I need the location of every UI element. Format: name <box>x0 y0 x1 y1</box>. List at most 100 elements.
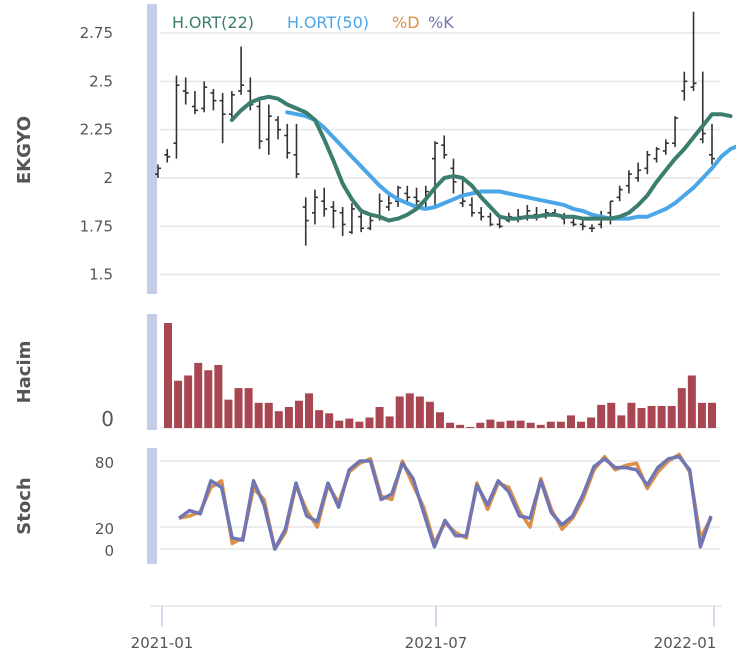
ohlc-bar <box>496 218 503 229</box>
ohlc-bar <box>635 162 642 182</box>
volume-bar <box>325 413 334 428</box>
axis-band <box>147 314 157 430</box>
grid-layer <box>160 32 720 550</box>
volume-bar <box>244 388 253 428</box>
moving-average-layer <box>229 94 736 223</box>
price-y-tick-label: 2 <box>103 169 113 187</box>
volume-bar <box>375 407 384 428</box>
volume-bar <box>214 365 223 428</box>
axis-band <box>147 4 157 294</box>
volume-bar <box>254 402 263 428</box>
ohlc-bar <box>690 11 697 91</box>
volume-bar <box>365 417 374 428</box>
volume-ylabel: Hacim <box>14 341 35 404</box>
volume-bar <box>164 323 172 428</box>
volume-series <box>164 323 716 428</box>
ohlc-bar <box>201 81 208 113</box>
ohlc-bar <box>173 75 180 159</box>
ohlc-bar <box>681 71 688 101</box>
ohlc-bar <box>293 123 300 178</box>
legend-ma50[interactable]: H.ORT(50) <box>287 13 369 32</box>
volume-bar <box>627 402 636 428</box>
volume-bar <box>607 402 616 428</box>
ohlc-bar <box>441 135 448 159</box>
volume-bar <box>315 410 324 428</box>
volume-bar <box>355 421 364 428</box>
volume-bar <box>677 388 686 428</box>
volume-bar <box>486 419 495 428</box>
ohlc-bar <box>478 207 485 221</box>
ohlc-bar <box>607 200 614 225</box>
volume-bar <box>436 412 444 428</box>
volume-bar <box>697 402 706 428</box>
ohlc-bar <box>265 104 272 155</box>
ohlc-bar <box>182 77 189 105</box>
volume-bar <box>415 396 424 428</box>
ohlc-bar <box>339 207 346 236</box>
legend-stoch-k[interactable]: %K <box>428 13 454 32</box>
volume-bar <box>284 407 293 428</box>
volume-bar <box>597 404 606 428</box>
ohlc-bar <box>413 187 420 207</box>
volume-bar <box>395 396 404 428</box>
volume-bar <box>506 420 515 428</box>
volume-bar <box>496 421 505 428</box>
ohlc-bar <box>385 193 392 211</box>
stoch-y-tick-label: 80 <box>95 454 114 472</box>
price-y-tick-label: 2.25 <box>80 121 113 139</box>
volume-bar <box>345 418 354 428</box>
x-tick-label: 2022-01 <box>654 634 717 652</box>
ohlc-bar <box>256 100 263 149</box>
volume-bar <box>204 370 213 428</box>
ohlc-bar <box>579 220 586 231</box>
ma22-line <box>229 94 733 223</box>
volume-bar <box>667 405 676 428</box>
ohlc-bar <box>644 150 651 175</box>
ohlc-bar <box>616 185 623 202</box>
legend-ma22[interactable]: H.ORT(22) <box>172 13 254 32</box>
price-y-tick-label: 1.5 <box>89 266 113 284</box>
volume-bar <box>405 393 414 428</box>
volume-bar <box>637 408 646 428</box>
volume-bar <box>617 415 626 428</box>
x-tick-label: 2021-01 <box>131 634 194 652</box>
ohlc-bar <box>302 197 309 246</box>
price-y-tick-label: 1.75 <box>80 217 113 235</box>
ohlc-bar <box>164 149 171 163</box>
volume-bar <box>274 411 283 428</box>
ma50-line <box>285 110 736 221</box>
ohlc-bar <box>321 187 328 217</box>
ohlc-bar <box>238 46 245 95</box>
volume-bar <box>587 417 596 428</box>
axis-band-layer <box>147 4 157 564</box>
volume-bar <box>385 416 394 428</box>
volume-bar <box>556 421 565 428</box>
volume-bar <box>446 422 455 428</box>
volume-bar <box>425 401 434 428</box>
ohlc-bar <box>330 201 337 229</box>
ohlc-bar <box>219 92 226 144</box>
ohlc-bar <box>699 71 706 144</box>
ohlc-bar <box>487 212 494 227</box>
price-y-tick-label: 2.5 <box>89 72 113 90</box>
x-tick-label: 2021-07 <box>405 634 468 652</box>
ohlc-bar <box>228 91 235 120</box>
volume-bar <box>536 424 545 428</box>
stochastic-layer <box>177 452 713 551</box>
volume-bar <box>194 362 203 428</box>
volume-bar <box>516 420 525 428</box>
volume-bar <box>687 375 696 428</box>
volume-bar <box>234 388 243 428</box>
volume-bar <box>224 399 233 428</box>
ohlc-bar <box>284 123 291 159</box>
ohlc-bar <box>468 197 475 217</box>
ohlc-bar <box>311 189 318 225</box>
axis-band <box>147 448 157 564</box>
price-ylabel: EKGYO <box>14 116 35 184</box>
legend-stoch-d[interactable]: %D <box>392 13 420 32</box>
volume-bar <box>174 380 183 428</box>
ohlc-bar <box>432 141 438 207</box>
price-y-tick-label: 2.75 <box>80 24 113 42</box>
volume-bar <box>708 402 716 428</box>
